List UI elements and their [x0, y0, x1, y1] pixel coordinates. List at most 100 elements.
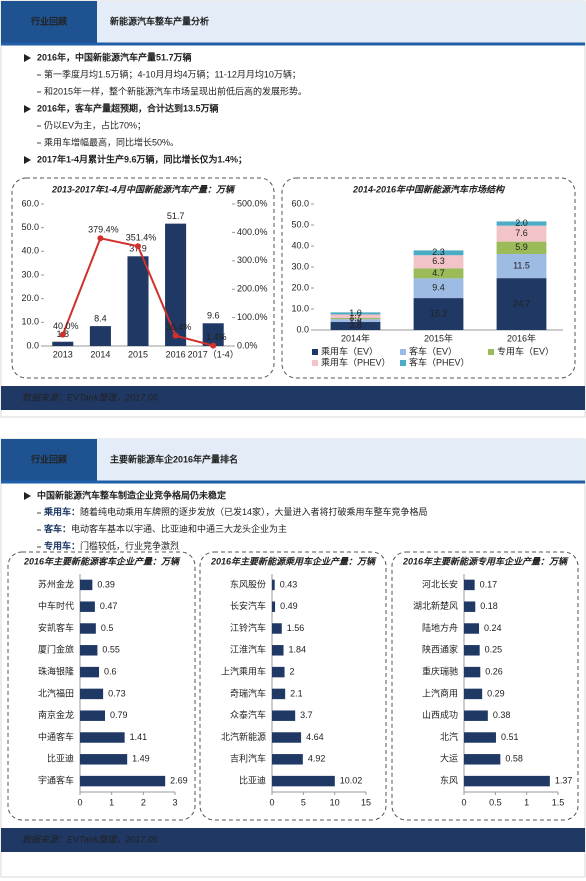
- x-tick-label: 2016: [166, 349, 186, 359]
- y2-tick-label: 100.0%: [237, 312, 268, 322]
- bar-value-label: 0.25: [485, 645, 503, 655]
- segment-label: 1.4: [349, 315, 362, 325]
- x-tick-label: 2: [141, 797, 146, 807]
- bar: [272, 579, 275, 591]
- bar: [272, 601, 276, 612]
- segment-label: 2.3: [432, 247, 445, 257]
- category-label: 比亚迪: [47, 753, 74, 764]
- segment-label: 2.0: [515, 218, 528, 228]
- bar-value-label: 0.17: [480, 579, 498, 589]
- bar-value-label: 0.73: [108, 688, 126, 698]
- legend-label: 乘用车（PHEV）: [321, 356, 391, 367]
- bar: [272, 645, 284, 656]
- chart-frame: [281, 177, 576, 379]
- bar: [464, 754, 501, 765]
- chart-frame: [391, 551, 579, 821]
- legend-swatch: [312, 349, 318, 355]
- bullet-marker: [24, 492, 31, 500]
- bar-value-label: 3.7: [300, 710, 313, 720]
- bar: [464, 732, 496, 743]
- bar-value-label: 0.5: [101, 623, 114, 633]
- segment-label: 6.3: [432, 256, 445, 266]
- y-tick-label: 10.0: [291, 303, 309, 313]
- bar-value-label: 1.56: [287, 623, 305, 633]
- sub-label: 乘用车：: [43, 506, 80, 517]
- bar: [80, 754, 128, 765]
- bar: [52, 341, 74, 346]
- bar-value-label: 0.55: [102, 645, 120, 655]
- category-label: 比亚迪: [239, 774, 266, 785]
- chart-title: 2013-2017年1-4月中国新能源汽车产量：万辆: [51, 184, 236, 194]
- bar-segment: [413, 250, 464, 256]
- bar-segment: [413, 298, 464, 330]
- bar-value-label: 2.1: [290, 688, 303, 698]
- category-label: 安凯客车: [38, 622, 74, 633]
- sub-text: 电动客车基本以宇通、比亚迪和中通三大龙头企业为主: [71, 523, 287, 534]
- chart-frame: [11, 177, 275, 379]
- segment-label: 9.4: [432, 283, 445, 293]
- category-label: 珠海银隆: [38, 665, 74, 676]
- category-label: 湖北新楚风: [413, 600, 458, 611]
- bar: [464, 601, 476, 612]
- y-tick-label: 60.0: [291, 198, 309, 208]
- y-tick-label: 10.0: [21, 317, 39, 327]
- bar: [80, 710, 106, 721]
- x-tick-label: 2015年: [424, 332, 453, 343]
- x-tick-label: 0: [461, 797, 466, 807]
- bar: [272, 688, 286, 700]
- bar: [272, 710, 296, 721]
- bar-value-label: 2.69: [170, 775, 188, 785]
- segment-label: 4.7: [432, 268, 445, 278]
- bar-value-label: 0.29: [487, 688, 505, 698]
- x-tick-label: 0.5: [489, 797, 502, 807]
- x-tick-label: 3: [172, 797, 177, 807]
- header-tag: 行业回顾: [30, 15, 67, 26]
- line-marker: [172, 332, 179, 339]
- bar-segment: [413, 268, 464, 279]
- chart-title: 2016年主要新能源乘用车企业产量：万辆: [210, 556, 377, 566]
- bar-segment: [496, 278, 547, 330]
- category-label: 山西成功: [422, 709, 458, 720]
- legend-label: 客车（PHEV）: [409, 356, 470, 367]
- sub-bullet: 仍以EV为主，占比70%；: [44, 119, 146, 130]
- bar: [464, 623, 480, 634]
- x-tick-label: 0: [77, 797, 82, 807]
- bar-segment: [496, 241, 547, 254]
- x-tick-label: 10: [330, 797, 340, 807]
- source-note: 数据来源：EVTank整理，2017,05: [22, 392, 159, 402]
- bar-segment: [496, 225, 547, 242]
- x-tick-label: 2015: [128, 349, 148, 359]
- category-label: 长安汽车: [230, 600, 266, 611]
- legend-swatch: [400, 349, 406, 355]
- segment-label: 1.7: [349, 311, 362, 321]
- segment-label: 7.6: [515, 228, 528, 238]
- x-tick-label: 2016年: [507, 332, 536, 343]
- bar-value-label: 9.6: [207, 311, 220, 321]
- header-tag-box: [1, 1, 97, 43]
- bar-segment: [330, 314, 381, 319]
- sub-bullet: 专用车：门槛较低，行业竞争激烈: [44, 540, 179, 551]
- chart-title: 2016年主要新能源客车企业产量：万辆: [23, 556, 181, 566]
- bar: [272, 775, 335, 787]
- category-label: 厦门金旅: [38, 644, 74, 655]
- bar-value-label: 0.51: [501, 732, 519, 742]
- bar-value-label: 1.41: [130, 732, 148, 742]
- header-tag: 行业回顾: [30, 453, 67, 464]
- slide-title: 主要新能源车企2016年产量排名: [110, 453, 238, 464]
- legend-swatch: [488, 349, 494, 355]
- sub-label: 客车：: [43, 523, 71, 534]
- line-value-label: 379.4%: [88, 225, 119, 235]
- slide-title: 新能源汽车整车产量分析: [110, 15, 209, 26]
- y-tick-label: 20.0: [21, 293, 39, 303]
- bar: [464, 710, 488, 721]
- bar-value-label: 1.37: [555, 775, 573, 785]
- bar: [80, 732, 125, 743]
- bar-segment: [330, 318, 381, 320]
- category-label: 中车时代: [38, 600, 74, 611]
- bar-value-label: 51.7: [167, 211, 185, 221]
- bar-segment: [496, 253, 547, 279]
- category-label: 江淮汽车: [230, 644, 266, 655]
- y-tick-label: 40.0: [21, 246, 39, 256]
- category-label: 陆地方舟: [422, 622, 458, 633]
- sub-text: 门槛较低，行业竞争激烈: [80, 540, 179, 551]
